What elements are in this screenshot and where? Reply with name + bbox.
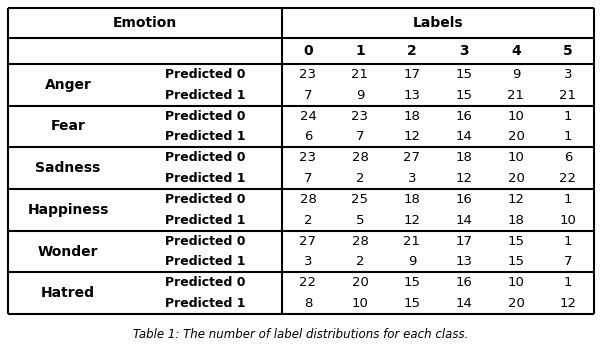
Text: 12: 12: [559, 297, 577, 310]
Text: 15: 15: [456, 68, 473, 81]
Text: Predicted 0: Predicted 0: [165, 193, 245, 206]
Text: 18: 18: [456, 151, 473, 164]
Text: 28: 28: [300, 193, 317, 206]
Text: 20: 20: [507, 172, 524, 185]
Text: 17: 17: [403, 68, 421, 81]
Text: 6: 6: [304, 131, 312, 143]
Text: 27: 27: [300, 234, 317, 247]
Text: 13: 13: [456, 256, 473, 269]
Text: 16: 16: [456, 193, 473, 206]
Text: 15: 15: [456, 89, 473, 102]
Text: Anger: Anger: [45, 78, 92, 92]
Text: 10: 10: [507, 109, 524, 122]
Text: 2: 2: [356, 256, 364, 269]
Text: Predicted 1: Predicted 1: [165, 89, 245, 102]
Text: Predicted 1: Predicted 1: [165, 131, 245, 143]
Text: 24: 24: [300, 109, 317, 122]
Text: 7: 7: [304, 172, 312, 185]
Text: 9: 9: [356, 89, 364, 102]
Text: 8: 8: [304, 297, 312, 310]
Text: 2: 2: [407, 44, 417, 58]
Text: 12: 12: [403, 131, 421, 143]
Text: 12: 12: [403, 214, 421, 227]
Text: 14: 14: [456, 131, 473, 143]
Text: 3: 3: [304, 256, 312, 269]
Text: 9: 9: [512, 68, 520, 81]
Text: 7: 7: [563, 256, 573, 269]
Text: 3: 3: [563, 68, 573, 81]
Text: Wonder: Wonder: [38, 245, 98, 258]
Text: 15: 15: [403, 297, 421, 310]
Text: 1: 1: [355, 44, 365, 58]
Text: Predicted 1: Predicted 1: [165, 172, 245, 185]
Text: 21: 21: [403, 234, 421, 247]
Text: 2: 2: [304, 214, 312, 227]
Text: 4: 4: [511, 44, 521, 58]
Text: Happiness: Happiness: [27, 203, 109, 217]
Text: 7: 7: [356, 131, 364, 143]
Text: 25: 25: [352, 193, 368, 206]
Text: 9: 9: [408, 256, 416, 269]
Text: 1: 1: [563, 131, 573, 143]
Text: Predicted 1: Predicted 1: [165, 214, 245, 227]
Text: 22: 22: [300, 276, 317, 289]
Text: 0: 0: [303, 44, 313, 58]
Text: 23: 23: [300, 151, 317, 164]
Text: 21: 21: [559, 89, 577, 102]
Text: Labels: Labels: [413, 16, 464, 30]
Text: 15: 15: [403, 276, 421, 289]
Text: 21: 21: [507, 89, 524, 102]
Text: 14: 14: [456, 214, 473, 227]
Text: Predicted 0: Predicted 0: [165, 276, 245, 289]
Text: 16: 16: [456, 109, 473, 122]
Text: 13: 13: [403, 89, 421, 102]
Text: 5: 5: [356, 214, 364, 227]
Text: 20: 20: [507, 131, 524, 143]
Text: 6: 6: [564, 151, 572, 164]
Text: 15: 15: [507, 256, 524, 269]
Text: 1: 1: [563, 234, 573, 247]
Text: 1: 1: [563, 109, 573, 122]
Text: 16: 16: [456, 276, 473, 289]
Text: 27: 27: [403, 151, 421, 164]
Text: 18: 18: [403, 109, 420, 122]
Text: 17: 17: [456, 234, 473, 247]
Text: 1: 1: [563, 276, 573, 289]
Text: 28: 28: [352, 234, 368, 247]
Text: 12: 12: [456, 172, 473, 185]
Text: 10: 10: [507, 151, 524, 164]
Text: Predicted 0: Predicted 0: [165, 68, 245, 81]
Text: Fear: Fear: [51, 119, 85, 133]
Text: 28: 28: [352, 151, 368, 164]
Text: 1: 1: [563, 193, 573, 206]
Text: 23: 23: [300, 68, 317, 81]
Text: 15: 15: [507, 234, 524, 247]
Text: 3: 3: [408, 172, 416, 185]
Text: 18: 18: [403, 193, 420, 206]
Text: 14: 14: [456, 297, 473, 310]
Text: 10: 10: [507, 276, 524, 289]
Text: Table 1: The number of label distributions for each class.: Table 1: The number of label distributio…: [133, 327, 469, 340]
Text: Predicted 1: Predicted 1: [165, 297, 245, 310]
Text: 22: 22: [559, 172, 577, 185]
Text: Hatred: Hatred: [41, 286, 95, 300]
Text: Predicted 0: Predicted 0: [165, 234, 245, 247]
Text: 10: 10: [560, 214, 577, 227]
Text: 5: 5: [563, 44, 573, 58]
Text: Predicted 0: Predicted 0: [165, 109, 245, 122]
Text: 12: 12: [507, 193, 524, 206]
Text: Sadness: Sadness: [36, 161, 101, 175]
Text: Emotion: Emotion: [113, 16, 177, 30]
Text: 10: 10: [352, 297, 368, 310]
Text: 21: 21: [352, 68, 368, 81]
Text: Predicted 0: Predicted 0: [165, 151, 245, 164]
Text: 3: 3: [459, 44, 469, 58]
Text: 20: 20: [507, 297, 524, 310]
Text: 18: 18: [507, 214, 524, 227]
Text: 2: 2: [356, 172, 364, 185]
Text: 7: 7: [304, 89, 312, 102]
Text: 20: 20: [352, 276, 368, 289]
Text: 23: 23: [352, 109, 368, 122]
Text: Predicted 1: Predicted 1: [165, 256, 245, 269]
